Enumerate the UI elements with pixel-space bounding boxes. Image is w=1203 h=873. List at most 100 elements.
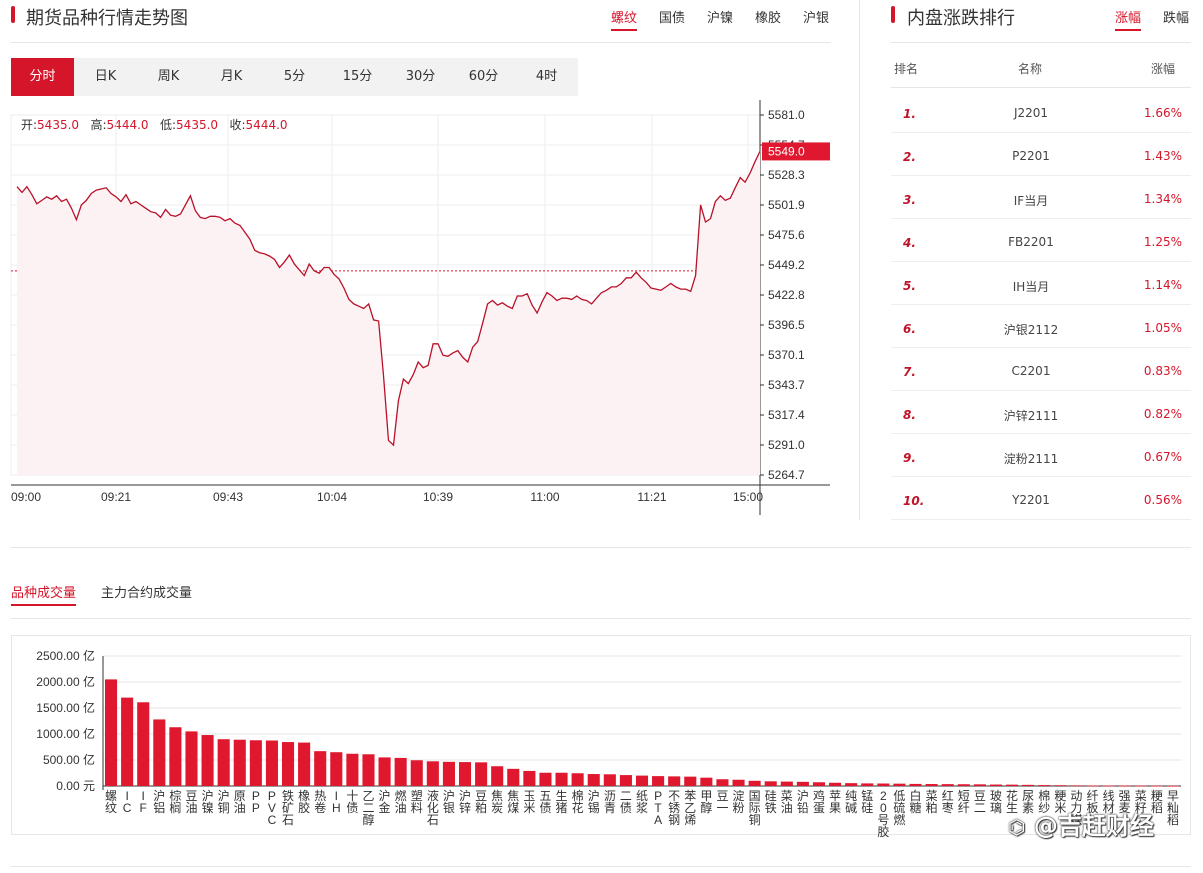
volume-bar[interactable] xyxy=(652,776,665,786)
volume-bar[interactable] xyxy=(1166,785,1179,787)
volume-bar[interactable] xyxy=(185,731,198,786)
volume-bar[interactable] xyxy=(169,727,182,786)
volume-bar[interactable] xyxy=(732,779,745,786)
volume-bar[interactable] xyxy=(555,772,568,786)
period-button-1[interactable]: 日K xyxy=(94,69,117,84)
volume-bar[interactable] xyxy=(684,776,697,786)
volume-bar[interactable] xyxy=(346,753,359,786)
change-value: 0.67% xyxy=(1143,450,1182,464)
volume-bar[interactable] xyxy=(780,781,793,786)
volume-bar[interactable] xyxy=(314,751,327,786)
volume-bar[interactable] xyxy=(1070,785,1083,787)
volume-bar[interactable] xyxy=(909,783,922,786)
ranking-row[interactable]: 4. FB2201 1.25% xyxy=(891,219,1191,262)
volume-bar[interactable] xyxy=(700,777,713,786)
tab-volume-0[interactable]: 品种成交量 xyxy=(11,582,77,606)
volume-bar[interactable] xyxy=(249,740,262,786)
volume-bar[interactable] xyxy=(442,761,455,786)
ranking-row[interactable]: 8. 沪锌2111 0.82% xyxy=(891,391,1191,434)
volume-bar[interactable] xyxy=(362,754,375,786)
volume-bar[interactable] xyxy=(861,783,874,786)
volume-bar[interactable] xyxy=(1134,785,1147,787)
volume-bar[interactable] xyxy=(475,762,488,786)
volume-bar[interactable] xyxy=(539,772,552,786)
volume-bar[interactable] xyxy=(458,762,472,786)
tab-product-4[interactable]: 沪银 xyxy=(803,11,830,26)
volume-bar[interactable] xyxy=(812,782,826,786)
volume-bar[interactable] xyxy=(1054,785,1067,787)
volume-bar[interactable] xyxy=(523,770,536,786)
volume-bar[interactable] xyxy=(941,784,954,786)
volume-bar[interactable] xyxy=(829,782,842,786)
tab-product-0[interactable]: 螺纹 xyxy=(611,7,638,31)
volume-bar[interactable] xyxy=(973,784,986,786)
volume-bar[interactable] xyxy=(716,779,729,786)
volume-bar[interactable] xyxy=(957,784,970,786)
volume-bar[interactable] xyxy=(410,760,423,786)
volume-bar[interactable] xyxy=(1006,784,1019,786)
ranking-row[interactable]: 3. IF当月 1.34% xyxy=(891,176,1191,219)
x-category-label: 动力煤 xyxy=(1070,789,1082,827)
ranking-row[interactable]: 10. Y2201 0.56% xyxy=(891,477,1191,520)
volume-bar[interactable] xyxy=(121,697,134,786)
volume-bar[interactable] xyxy=(491,766,504,786)
volume-bar[interactable] xyxy=(298,742,311,786)
ranking-row[interactable]: 7. C2201 0.83% xyxy=(891,348,1191,391)
period-button-3[interactable]: 月K xyxy=(220,69,243,84)
volume-bar[interactable] xyxy=(153,719,166,786)
tab-ranking-0[interactable]: 涨幅 xyxy=(1115,7,1142,31)
period-button-2[interactable]: 周K xyxy=(157,69,180,84)
volume-bar[interactable] xyxy=(265,740,278,787)
volume-bar[interactable] xyxy=(893,783,906,786)
volume-bar[interactable] xyxy=(137,702,150,786)
volume-bar[interactable] xyxy=(1118,785,1131,787)
ranking-row[interactable]: 6. 沪银2112 1.05% xyxy=(891,305,1191,348)
tab-product-2[interactable]: 沪镍 xyxy=(707,11,734,26)
volume-bar[interactable] xyxy=(989,784,1003,786)
period-button-8[interactable]: 4时 xyxy=(535,69,558,84)
volume-bar[interactable] xyxy=(281,742,295,786)
volume-bar[interactable] xyxy=(925,784,938,786)
tab-product-1[interactable]: 国债 xyxy=(659,11,686,26)
volume-bar[interactable] xyxy=(748,780,761,786)
volume-bar[interactable] xyxy=(1150,785,1163,787)
volume-bar[interactable] xyxy=(426,761,439,786)
volume-bar[interactable] xyxy=(1038,785,1051,786)
volume-bar[interactable] xyxy=(1022,784,1035,786)
volume-bar[interactable] xyxy=(201,735,214,786)
volume-bar[interactable] xyxy=(217,739,230,786)
ranking-row[interactable]: 2. P2201 1.43% xyxy=(891,133,1191,176)
volume-bar[interactable] xyxy=(1102,785,1115,787)
tab-product-3[interactable]: 橡胶 xyxy=(755,11,782,26)
volume-bar-chart[interactable]: 2500.00 亿 2000.00 亿 1500.00 亿 1000.00 亿 500.… xyxy=(11,640,1191,840)
volume-bar[interactable] xyxy=(587,774,600,786)
period-button-6[interactable]: 30分 xyxy=(405,69,436,84)
volume-bar[interactable] xyxy=(603,774,616,786)
volume-bar[interactable] xyxy=(507,768,520,786)
volume-bar[interactable] xyxy=(845,783,858,786)
volume-bar[interactable] xyxy=(330,752,343,786)
volume-bar[interactable] xyxy=(378,757,391,786)
volume-bar[interactable] xyxy=(619,775,632,786)
ranking-row[interactable]: 9. 淀粉2111 0.67% xyxy=(891,434,1191,477)
volume-bar[interactable] xyxy=(877,783,890,786)
volume-bar[interactable] xyxy=(668,776,681,786)
ranking-row[interactable]: 1. J2201 1.66% xyxy=(891,90,1191,133)
period-button-4[interactable]: 5分 xyxy=(283,69,306,84)
volume-bar[interactable] xyxy=(764,781,777,786)
volume-bar[interactable] xyxy=(1086,785,1099,787)
volume-bar[interactable] xyxy=(571,773,584,786)
period-button-0[interactable]: 分时 xyxy=(11,58,74,96)
intraday-line-chart[interactable]: 5581.05554.75528.35501.95475.65449.25422… xyxy=(0,100,850,520)
period-button-5[interactable]: 15分 xyxy=(342,69,373,84)
volume-bar[interactable] xyxy=(394,757,407,786)
volume-bar[interactable] xyxy=(105,679,118,786)
ranking-row[interactable]: 5. IH当月 1.14% xyxy=(891,262,1191,305)
tab-ranking-1[interactable]: 跌幅 xyxy=(1163,11,1190,26)
volume-bar[interactable] xyxy=(233,739,246,786)
tab-volume-1[interactable]: 主力合约成交量 xyxy=(101,586,193,601)
volume-bar[interactable] xyxy=(796,781,809,786)
volume-bar[interactable] xyxy=(635,775,649,786)
period-button-7[interactable]: 60分 xyxy=(468,69,499,84)
